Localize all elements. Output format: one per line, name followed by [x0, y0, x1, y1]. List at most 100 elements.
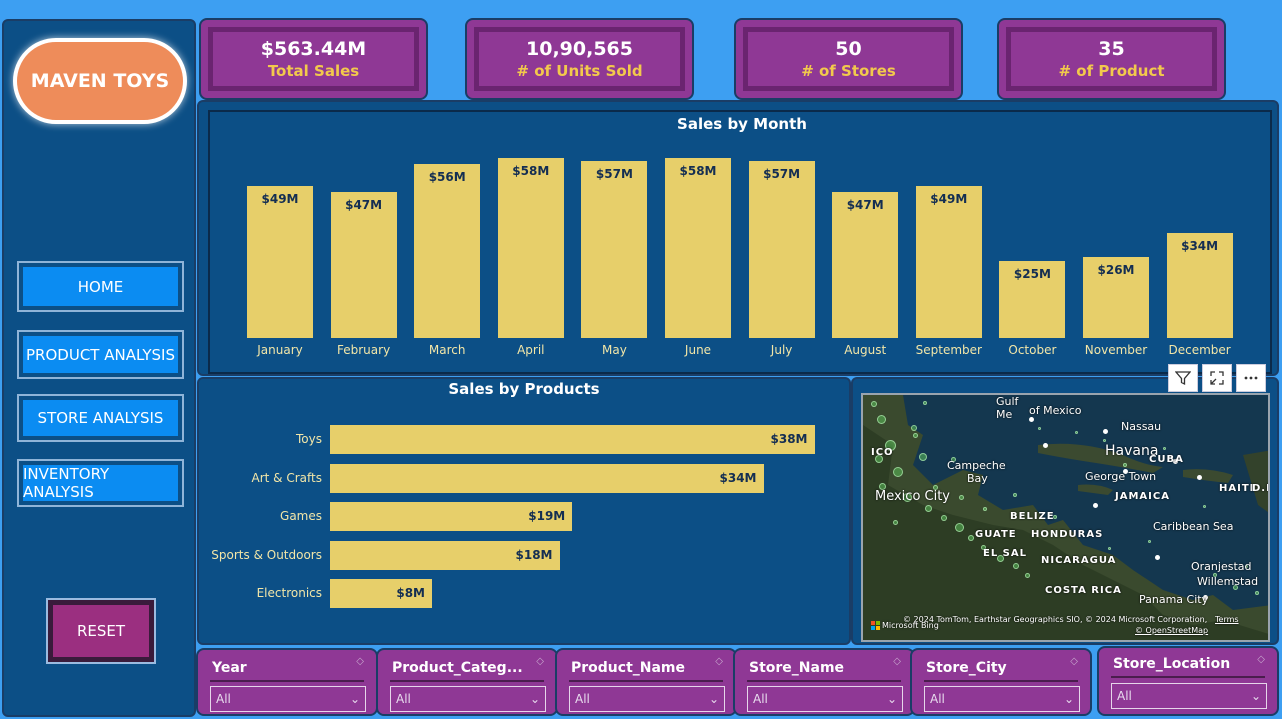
eraser-icon[interactable]: ◇ [536, 656, 544, 667]
store-marker[interactable] [955, 523, 964, 532]
focus-mode-icon[interactable] [1202, 364, 1232, 392]
slicer-dropdown[interactable]: All ⌄ [210, 686, 366, 712]
month-bar[interactable] [330, 192, 397, 338]
month-bar[interactable] [1166, 232, 1233, 338]
map-label: Me [996, 408, 1013, 421]
store-marker[interactable] [959, 495, 964, 500]
product-bar[interactable] [330, 425, 815, 454]
store-location-map[interactable]: Gulf of Mexico Nassau Havana CUBA George… [861, 393, 1270, 642]
map-terms-link[interactable]: Terms [1215, 615, 1239, 624]
store-marker[interactable] [911, 425, 917, 431]
store-marker[interactable] [933, 485, 938, 490]
x-tick-label: September [915, 343, 982, 357]
map-label: Nassau [1121, 420, 1162, 433]
slicer-dropdown[interactable]: All ⌄ [924, 686, 1080, 712]
map-label: ICO [871, 447, 894, 458]
store-marker[interactable] [1245, 565, 1248, 568]
microsoft-bing-logo: Microsoft Bing [871, 621, 939, 630]
slicer-dropdown[interactable]: All ⌄ [747, 686, 903, 712]
store-marker[interactable] [893, 467, 903, 477]
product-bar[interactable] [330, 579, 432, 608]
store-marker[interactable] [951, 457, 956, 462]
map-label: EL SAL [983, 548, 1027, 559]
slicer-dropdown[interactable]: All ⌄ [1111, 683, 1267, 709]
store-marker[interactable] [983, 507, 987, 511]
slicer-value: All [216, 692, 231, 706]
store-marker[interactable] [1163, 447, 1166, 450]
store-marker[interactable] [1233, 585, 1238, 590]
slicer-dropdown[interactable]: All ⌄ [569, 686, 725, 712]
month-bar[interactable] [247, 186, 313, 338]
sales-by-month-chart[interactable]: Sales by Month $49M January $47M February $5… [208, 110, 1272, 374]
bar-data-label: $18M [515, 547, 553, 562]
store-marker[interactable] [1103, 439, 1106, 442]
product-bar[interactable] [330, 502, 573, 531]
month-bar[interactable] [1083, 257, 1149, 338]
store-marker[interactable] [879, 483, 886, 490]
store-marker[interactable] [893, 520, 898, 525]
store-marker[interactable] [913, 433, 918, 438]
divider [569, 680, 723, 682]
store-marker[interactable] [941, 515, 947, 521]
store-marker[interactable] [1038, 427, 1041, 430]
store-marker[interactable] [903, 493, 912, 502]
filter-icon[interactable] [1168, 364, 1198, 392]
month-bar[interactable] [581, 161, 648, 338]
product-bar[interactable] [330, 463, 764, 493]
microsoft-logo-icon [871, 621, 880, 630]
eraser-icon[interactable]: ◇ [1070, 656, 1078, 667]
store-marker[interactable] [968, 535, 974, 541]
store-marker[interactable] [885, 440, 896, 451]
store-marker[interactable] [1213, 573, 1217, 577]
store-marker[interactable] [1025, 573, 1030, 578]
eraser-icon[interactable]: ◇ [1257, 654, 1265, 665]
nav-inventory-analysis-button[interactable]: INVENTORY ANALYSIS [17, 459, 184, 507]
product-bar[interactable] [330, 540, 560, 570]
month-bar[interactable] [915, 186, 982, 338]
store-marker[interactable] [1108, 547, 1111, 550]
store-marker[interactable] [1123, 463, 1127, 467]
eraser-icon[interactable]: ◇ [715, 656, 723, 667]
month-bar[interactable] [414, 164, 481, 338]
slicer-value: All [930, 692, 945, 706]
store-marker[interactable] [875, 455, 883, 463]
satellite-map[interactable]: Gulf of Mexico Nassau Havana CUBA George… [863, 395, 1268, 640]
nav-store-analysis-button[interactable]: STORE ANALYSIS [17, 394, 184, 442]
store-marker[interactable] [871, 401, 877, 407]
store-marker[interactable] [1013, 563, 1019, 569]
sales-by-products-panel[interactable]: Sales by Products $38M Toys $34M Art & Craf… [197, 377, 851, 645]
chart-title: Sales by Month [677, 115, 807, 133]
map-terrain [863, 395, 1268, 640]
nav-product-analysis-button[interactable]: PRODUCT ANALYSIS [17, 330, 184, 379]
month-bar[interactable] [748, 161, 815, 338]
eraser-icon[interactable]: ◇ [893, 656, 901, 667]
more-options-icon[interactable] [1236, 364, 1266, 392]
chevron-down-icon: ⌄ [349, 692, 360, 706]
store-marker[interactable] [1203, 505, 1206, 508]
store-marker[interactable] [981, 545, 986, 550]
month-bar[interactable] [832, 192, 899, 338]
store-marker[interactable] [877, 415, 886, 424]
map-osm-link[interactable]: © OpenStreetMap [1135, 626, 1209, 635]
slicer-dropdown[interactable]: All ⌄ [390, 686, 546, 712]
store-marker[interactable] [919, 453, 927, 461]
slicer-value: All [575, 692, 590, 706]
store-marker[interactable] [1075, 431, 1078, 434]
store-marker[interactable] [997, 555, 1004, 562]
store-marker[interactable] [1053, 515, 1057, 519]
store-marker[interactable] [923, 401, 927, 405]
store-marker[interactable] [1148, 540, 1151, 543]
month-bar[interactable] [665, 158, 731, 338]
reset-button[interactable]: RESET [46, 598, 156, 664]
eraser-icon[interactable]: ◇ [356, 656, 364, 667]
store-marker[interactable] [1255, 591, 1259, 595]
map-label: HAITI [1219, 483, 1255, 494]
nav-home-button[interactable]: HOME [17, 261, 184, 312]
bar-data-label: $34M [1181, 238, 1219, 253]
store-marker[interactable] [1013, 493, 1017, 497]
month-bar[interactable] [497, 158, 564, 338]
store-marker[interactable] [925, 505, 932, 512]
month-bar[interactable] [999, 260, 1066, 338]
bar-data-label: $56M [428, 170, 466, 185]
slicer-value: All [396, 692, 411, 706]
